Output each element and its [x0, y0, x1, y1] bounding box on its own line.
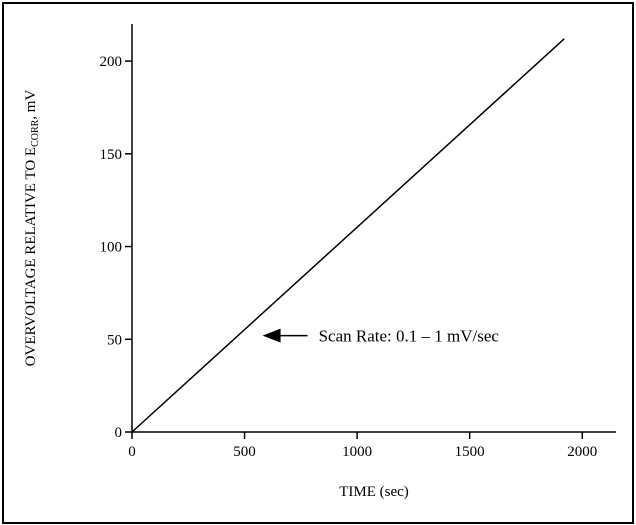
- x-tick-label: 1500: [455, 444, 485, 460]
- x-axis-ticks: 0 500 1000 1500 2000: [128, 432, 597, 460]
- y-axis-ticks: 0 50 100 150 200: [100, 54, 132, 441]
- y-tick-label: 100: [100, 240, 123, 256]
- y-tick-label: 150: [100, 147, 123, 163]
- annotation-group: Scan Rate: 0.1 – 1 mV/sec: [262, 327, 500, 346]
- x-tick-label: 2000: [567, 444, 597, 460]
- y-axis-title-subscript: CORR: [30, 119, 41, 147]
- x-tick-label: 1000: [342, 444, 372, 460]
- series-group: [131, 38, 565, 433]
- series-line: [131, 38, 565, 433]
- y-axis-title-prefix: OVERVOLTAGE RELATIVE TO E: [23, 147, 39, 366]
- annotation-label: Scan Rate: 0.1 – 1 mV/sec: [319, 327, 500, 346]
- y-tick-label: 0: [115, 425, 123, 441]
- annotation-arrow-head-icon: [262, 328, 281, 343]
- y-axis-title-suffix: , mV: [23, 90, 39, 120]
- x-tick-label: 500: [233, 444, 256, 460]
- x-axis-title: TIME (sec): [339, 484, 409, 500]
- y-tick-label: 50: [107, 332, 122, 348]
- chart-canvas: 0 50 100 150 200 0 500 1000 1500 2000 Scan Rate:…: [23, 24, 616, 500]
- x-tick-label: 0: [128, 444, 136, 460]
- y-tick-label: 200: [100, 54, 123, 70]
- y-axis-title: OVERVOLTAGE RELATIVE TO ECORR, mV: [23, 90, 41, 367]
